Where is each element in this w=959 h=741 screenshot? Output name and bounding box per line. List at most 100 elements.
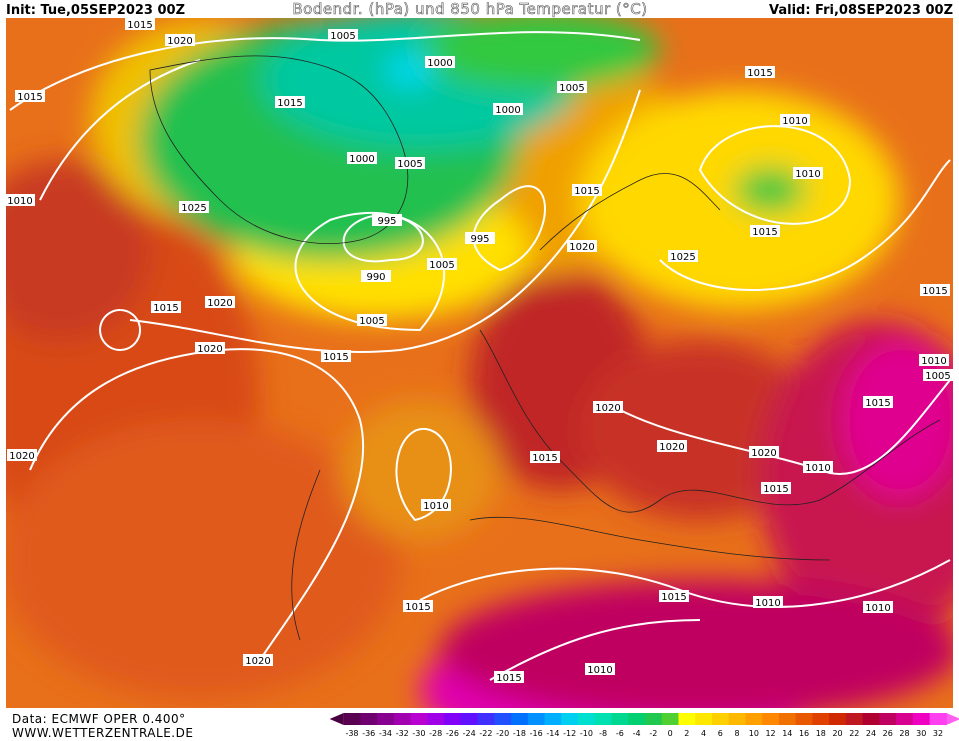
colorbar-label: -34 [379, 729, 392, 738]
isobar-label: 1010 [423, 501, 448, 512]
isobar-label-box [923, 369, 953, 381]
isobar-label: 1020 [207, 298, 232, 309]
isobar-label: 995 [377, 216, 396, 227]
isobar-label: 1015 [496, 673, 521, 684]
isobar-label: 1020 [167, 36, 192, 47]
isobar-label-box [328, 29, 358, 41]
colorbar-label: -2 [649, 729, 657, 738]
colorbar-swatch [929, 713, 947, 725]
colorbar-label: 14 [782, 729, 792, 738]
colorbar-label: 4 [701, 729, 706, 738]
colorbar-swatch [494, 713, 512, 725]
isobar-label-box [205, 296, 235, 308]
colorbar-swatch [544, 713, 562, 725]
isobar-label-box [863, 601, 893, 613]
colorbar-label: 24 [866, 729, 876, 738]
colorbar-label: -24 [463, 729, 476, 738]
colorbar-swatch [795, 713, 813, 725]
colorbar-label: 26 [883, 729, 893, 738]
colorbar-swatch [912, 713, 931, 725]
colorbar-swatch [711, 713, 730, 725]
isobar-label-box [151, 301, 181, 313]
colorbar-swatch [829, 713, 847, 725]
isobar-label: 1010 [921, 356, 946, 367]
colorbar: -38 -36 -34 -32 -30 -28 -26 -24 -22 -20 -18 -16 -14-… [329, 713, 959, 738]
isobar-label: 1010 [782, 116, 807, 127]
isobar-label-box [403, 600, 433, 612]
isobar-label-box [557, 81, 587, 93]
isobar-label-box [493, 103, 523, 115]
colorbar-swatch [728, 713, 746, 725]
isobar-label-box [761, 482, 791, 494]
isobar-label-box [243, 654, 273, 666]
temperature-field [6, 18, 953, 708]
isobar-label-box [427, 258, 457, 270]
isobar-label-box [361, 270, 391, 282]
isobar-label-box [750, 225, 780, 237]
isobar-label: 1000 [495, 105, 520, 116]
colorbar-swatch [527, 713, 546, 725]
colorbar-label: 8 [735, 729, 740, 738]
colorbar-swatch [393, 713, 412, 725]
isobar-label: 995 [470, 234, 489, 245]
isobar-label-box [421, 499, 451, 511]
isobar-label-box [920, 284, 950, 296]
isobar-label-box [7, 449, 37, 461]
isobar-label-box [15, 90, 45, 102]
isobar-label-box [5, 194, 35, 206]
isobar-label-box [780, 114, 810, 126]
isobar-label: 1010 [865, 603, 890, 614]
isobar-label: 1020 [569, 242, 594, 253]
colorbar-label: -36 [362, 729, 375, 738]
isobar-label-box [165, 34, 195, 46]
colorbar-swatch [695, 713, 713, 725]
colorbar-label: -26 [446, 729, 459, 738]
isobar-label: 1015 [153, 303, 178, 314]
isobar-label: 1015 [574, 186, 599, 197]
isobar-label-box [530, 451, 560, 463]
isobar-label: 1020 [595, 403, 620, 414]
colorbar-label: 30 [916, 729, 926, 738]
isobar-label: 1020 [197, 344, 222, 355]
colorbar-label: -18 [513, 729, 526, 738]
colorbar-label: 6 [718, 729, 723, 738]
colorbar-label: 18 [816, 729, 826, 738]
isobar-label-box [494, 671, 524, 683]
isobar-label-box [668, 250, 698, 262]
isobar-label: 1015 [127, 20, 152, 31]
isobar-label-box [125, 18, 155, 30]
isobar-label-box [745, 66, 775, 78]
colorbar-swatch [594, 713, 613, 725]
colorbar-label: 20 [832, 729, 842, 738]
isobar-label-box [357, 314, 387, 326]
colorbar-label: -28 [429, 729, 442, 738]
colorbar-label: 22 [849, 729, 859, 738]
colorbar-label: -4 [633, 729, 641, 738]
isobar-label: 990 [366, 272, 385, 283]
colorbar-label: -6 [616, 729, 624, 738]
isobar-label-box [372, 214, 402, 226]
colorbar-swatch [561, 713, 579, 725]
colorbar-swatch [862, 713, 880, 725]
colorbar-swatch [896, 713, 914, 725]
isobar-label-box [863, 396, 893, 408]
isobar-label: 1010 [7, 196, 32, 207]
colorbar-swatch [745, 713, 763, 725]
colorbar-min-arrow [329, 713, 344, 725]
isobar-label: 1020 [245, 656, 270, 667]
header-bar [0, 0, 959, 18]
isobar-label: 1005 [359, 316, 384, 327]
isobar-label: 1015 [532, 453, 557, 464]
colorbar-swatch [778, 713, 797, 725]
colorbar-label: 2 [684, 729, 689, 738]
isobar-label: 1010 [587, 665, 612, 676]
isobar-label-box [572, 184, 602, 196]
colorbar-label: -8 [599, 729, 607, 738]
colorbar-label: -20 [496, 729, 509, 738]
isobar-label-box [321, 350, 351, 362]
colorbar-swatch [678, 713, 696, 725]
isobar-label-box [395, 157, 425, 169]
colorbar-label: 28 [899, 729, 909, 738]
isobar-label: 1000 [349, 154, 374, 165]
